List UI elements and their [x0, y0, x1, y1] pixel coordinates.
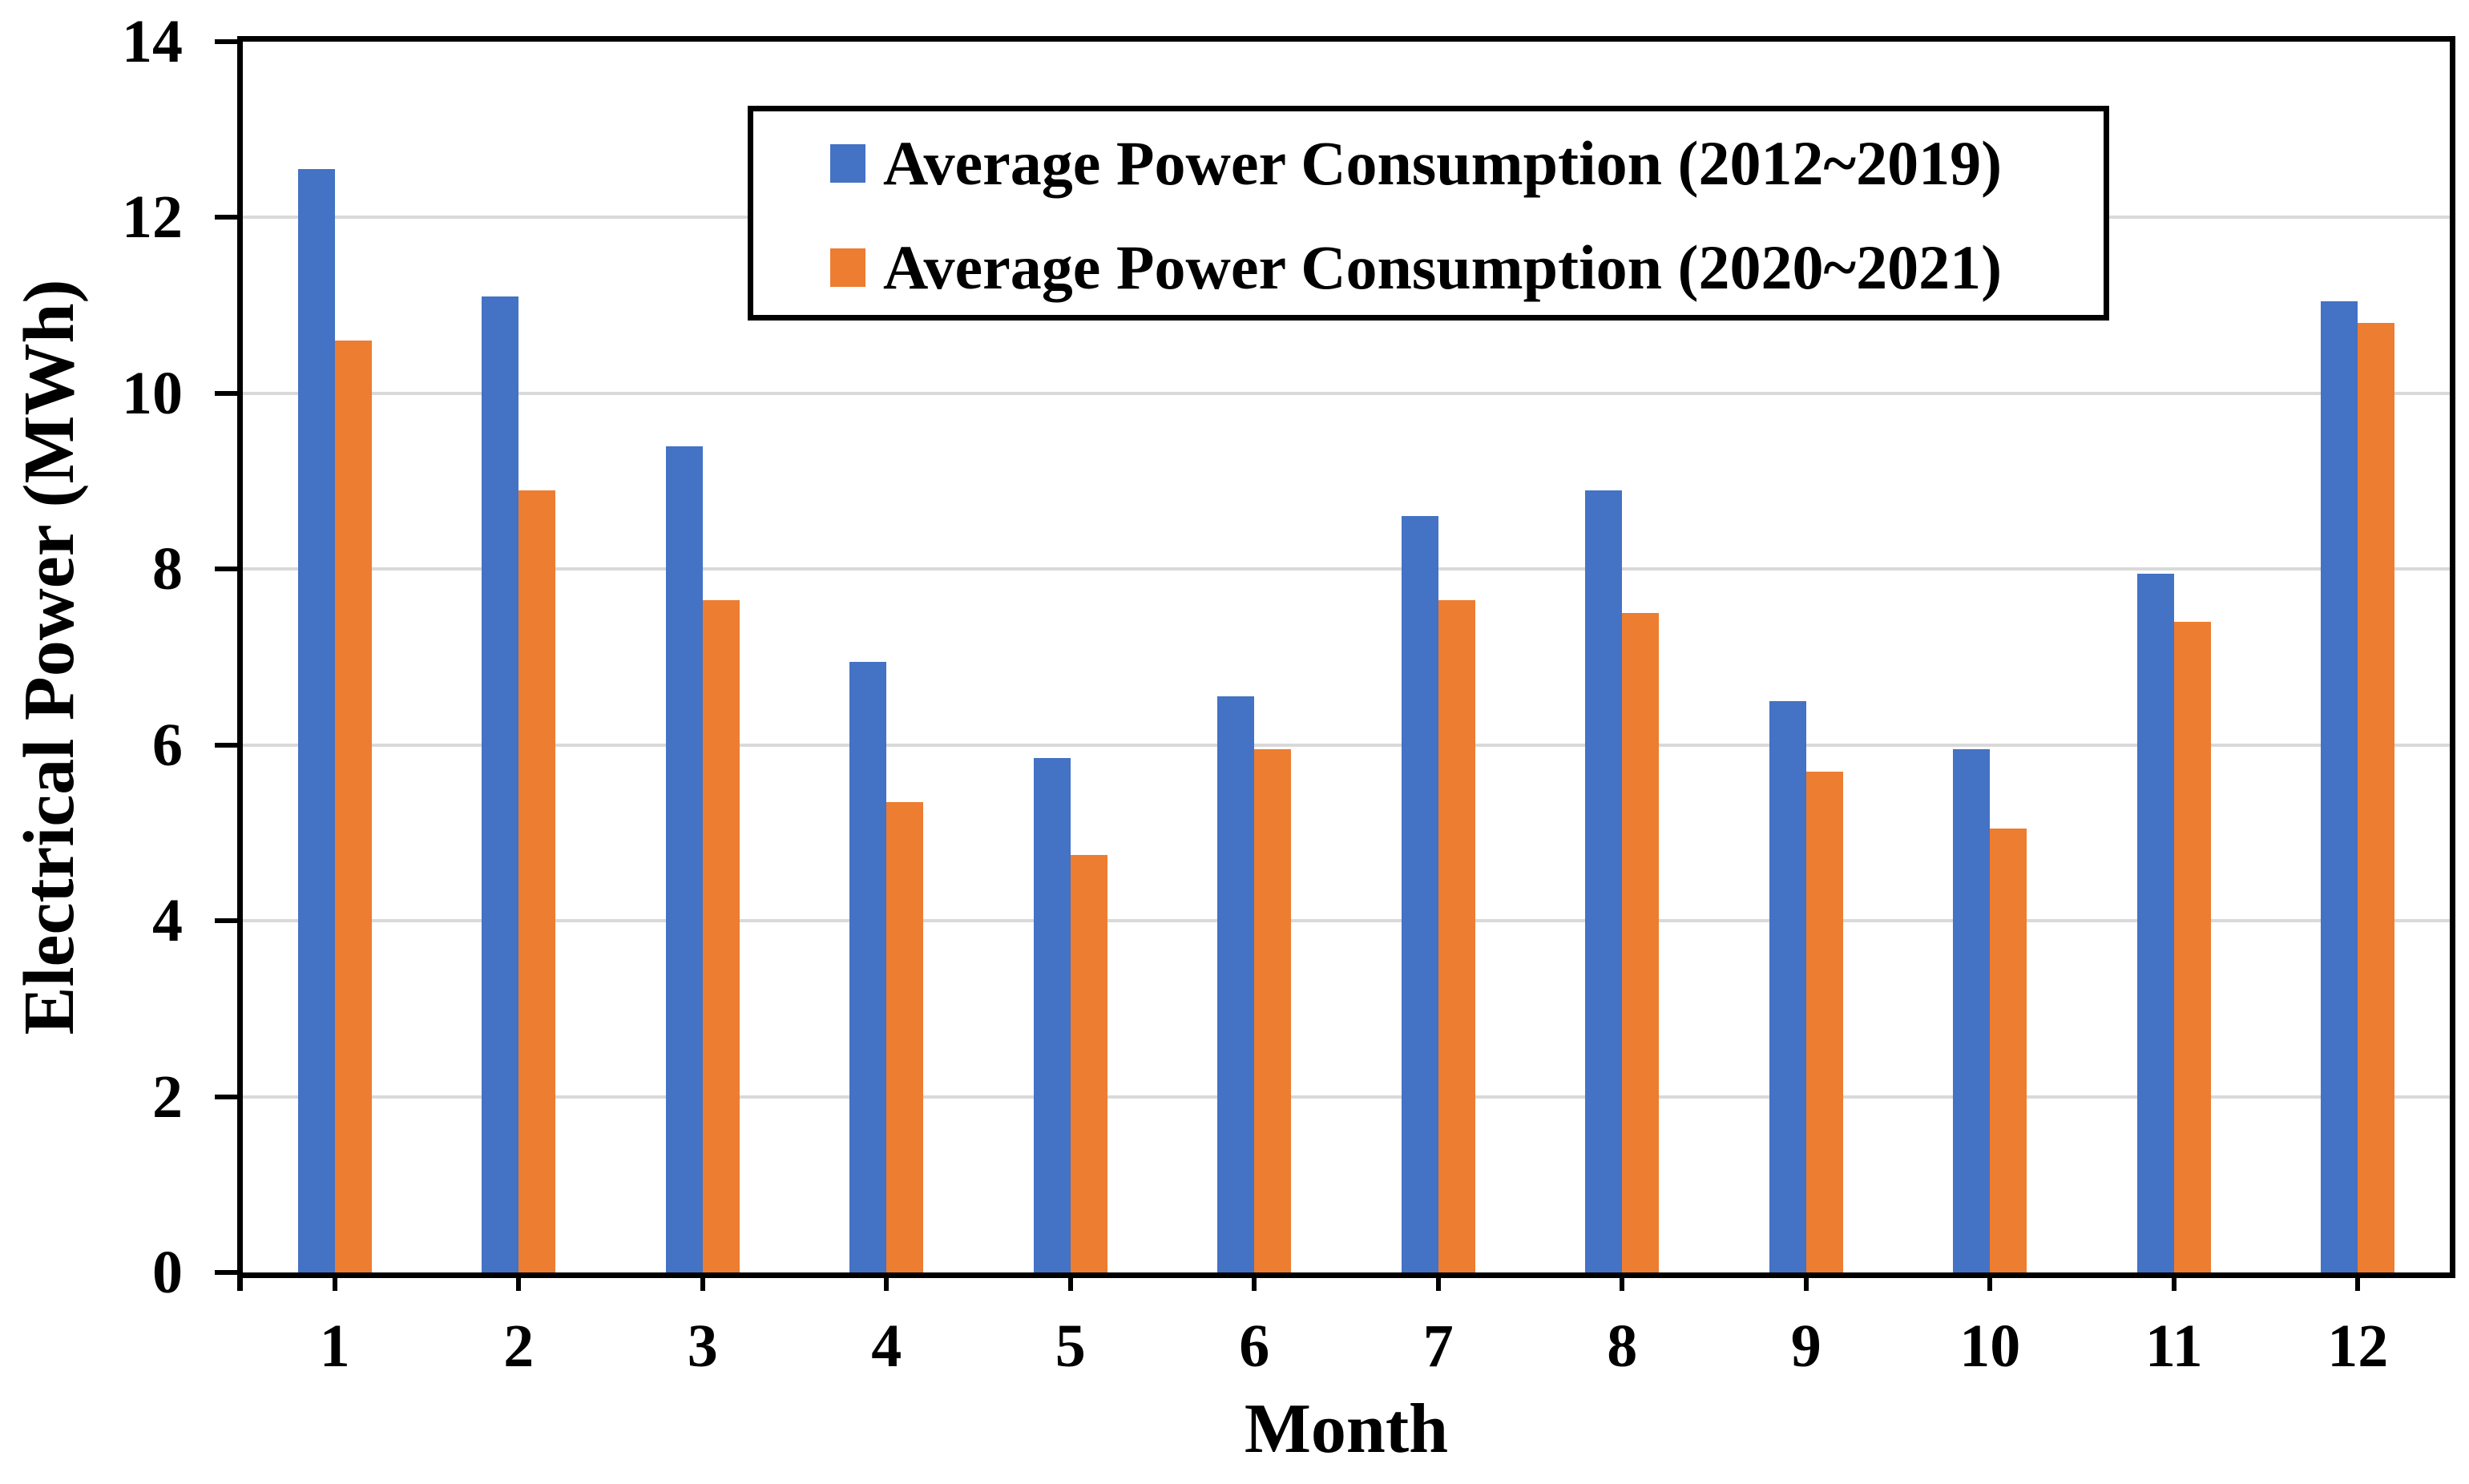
y-tick-label-8: 8: [152, 535, 183, 603]
x-tick-11: [2171, 1278, 2177, 1291]
x-tick-1: [332, 1278, 337, 1291]
bar-series1-month-8: [1585, 490, 1623, 1272]
axis-corner-tick: [237, 1278, 243, 1291]
legend: Average Power Consumption (2012~2019) Av…: [748, 106, 2109, 321]
y-tick-10: [215, 390, 243, 396]
legend-label-2012-2019: Average Power Consumption (2012~2019): [883, 128, 2003, 198]
x-tick-8: [1620, 1278, 1625, 1291]
bar-series2-month-3: [702, 599, 740, 1272]
x-tick-3: [700, 1278, 705, 1291]
bar-series2-month-5: [1070, 854, 1107, 1272]
legend-entry-2020-2021: Average Power Consumption (2020~2021): [830, 236, 2002, 299]
gridline-8: [243, 567, 2450, 571]
y-tick-label-6: 6: [152, 711, 183, 779]
bar-series1-month-9: [1769, 700, 1806, 1272]
bar-series2-month-1: [334, 341, 372, 1272]
x-tick-label-9: 9: [1790, 1313, 1821, 1380]
bar-series2-month-6: [1254, 749, 1292, 1272]
y-tick-14: [215, 39, 243, 44]
x-tick-4: [884, 1278, 890, 1291]
x-tick-10: [1987, 1278, 1993, 1291]
bar-series1-month-3: [665, 446, 703, 1272]
x-tick-9: [1803, 1278, 1809, 1291]
bar-series2-month-2: [518, 490, 556, 1272]
y-tick-8: [215, 567, 243, 572]
y-tick-2: [215, 1094, 243, 1099]
x-tick-label-3: 3: [687, 1313, 718, 1380]
x-tick-label-5: 5: [1055, 1313, 1086, 1380]
bar-series2-month-9: [1805, 771, 1843, 1272]
x-tick-7: [1435, 1278, 1441, 1291]
x-tick-2: [516, 1278, 522, 1291]
x-axis-title: Month: [1244, 1390, 1449, 1468]
bar-series1-month-11: [2136, 573, 2174, 1272]
x-tick-label-7: 7: [1422, 1313, 1454, 1380]
gridline-4: [243, 919, 2450, 923]
gridline-6: [243, 743, 2450, 747]
x-tick-label-6: 6: [1239, 1313, 1270, 1380]
x-tick-label-4: 4: [871, 1313, 902, 1380]
legend-label-2020-2021: Average Power Consumption (2020~2021): [883, 232, 2003, 302]
y-tick-label-0: 0: [152, 1239, 183, 1306]
y-tick-label-2: 2: [152, 1063, 183, 1131]
y-tick-label-14: 14: [122, 8, 183, 75]
bar-series2-month-8: [1622, 613, 1660, 1272]
gridline-2: [243, 1095, 2450, 1099]
y-tick-label-12: 12: [122, 183, 183, 252]
gridline-10: [243, 391, 2450, 395]
y-tick-12: [215, 215, 243, 220]
x-tick-12: [2355, 1278, 2361, 1291]
y-tick-0: [215, 1270, 243, 1275]
x-tick-label-12: 12: [2327, 1313, 2389, 1380]
legend-entry-2012-2019: Average Power Consumption (2012~2019): [830, 132, 2002, 195]
x-tick-label-8: 8: [1607, 1313, 1638, 1380]
bar-series2-month-7: [1438, 599, 1475, 1272]
bar-series1-month-12: [2321, 300, 2358, 1272]
y-tick-label-4: 4: [152, 887, 183, 955]
bar-series1-month-5: [1033, 758, 1071, 1272]
legend-marker-2020-2021-icon: [830, 248, 865, 287]
bar-series1-month-1: [297, 169, 335, 1272]
bar-series2-month-10: [1990, 828, 2027, 1272]
bar-series2-month-11: [2173, 622, 2211, 1272]
y-tick-label-10: 10: [122, 359, 183, 427]
x-tick-label-1: 1: [319, 1313, 350, 1380]
x-tick-6: [1252, 1278, 1257, 1291]
bar-series1-month-10: [1953, 749, 1991, 1272]
x-tick-label-2: 2: [503, 1313, 535, 1380]
y-tick-4: [215, 918, 243, 924]
x-tick-label-10: 10: [1959, 1313, 2021, 1380]
bar-series1-month-7: [1401, 516, 1438, 1272]
bar-series1-month-4: [849, 661, 887, 1272]
legend-marker-2012-2019-icon: [830, 144, 865, 183]
bar-series2-month-4: [886, 802, 924, 1272]
bar-series1-month-2: [482, 296, 519, 1272]
bar-series1-month-6: [1217, 696, 1255, 1272]
bar-series2-month-12: [2358, 323, 2395, 1272]
x-tick-5: [1067, 1278, 1073, 1291]
x-tick-label-11: 11: [2144, 1313, 2203, 1380]
y-tick-6: [215, 742, 243, 748]
